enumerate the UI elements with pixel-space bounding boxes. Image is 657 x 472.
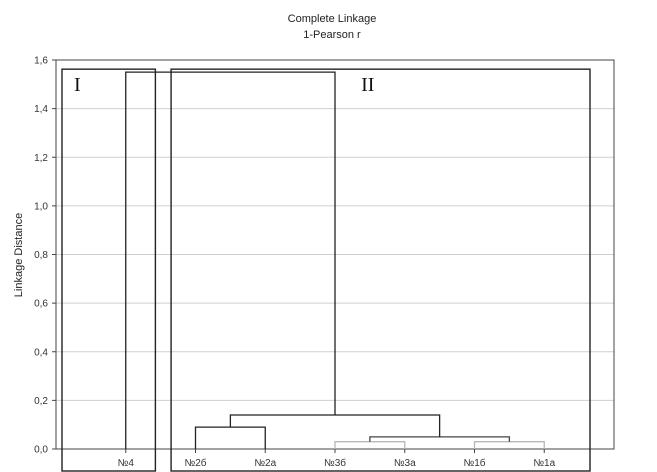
dendrogram-link — [229, 414, 441, 437]
y-tick-label: 1,2 — [34, 153, 48, 164]
y-tick-label: 1,4 — [34, 104, 48, 115]
leaf-label: №2б — [184, 457, 206, 469]
dendrogram-link — [473, 441, 545, 449]
cluster-label: I — [74, 74, 81, 96]
y-tick-label: 0,4 — [34, 347, 48, 358]
leaf-label: №4 — [118, 458, 135, 469]
y-tick-label: 0,6 — [34, 299, 48, 310]
leaf-label: №1б — [463, 457, 485, 469]
leaf-label: №2а — [254, 458, 276, 469]
cluster-label: II — [361, 74, 374, 96]
cluster-boxes: I II — [61, 68, 591, 472]
chart-subtitle: 1-Pearson r — [303, 29, 361, 41]
dendrogram-link — [369, 436, 511, 442]
dendrogram-link — [334, 441, 406, 449]
leaf-label: №1а — [533, 458, 555, 469]
dendrogram-link — [194, 426, 266, 449]
cluster-box — [170, 68, 591, 472]
leaf-label: №3а — [394, 458, 416, 469]
y-tick-label: 1,6 — [34, 56, 48, 67]
y-tick-label: 0,2 — [34, 396, 48, 407]
dendrogram-links — [125, 71, 545, 449]
y-tick-label: 1,0 — [34, 201, 48, 212]
dendrogram-link — [125, 71, 336, 449]
chart-title: Complete Linkage — [288, 13, 377, 25]
y-axis-label: Linkage Distance — [13, 213, 25, 297]
leaf-label: №3б — [324, 457, 346, 469]
cluster-box — [61, 68, 157, 472]
y-ticks: 0,0 0,2 0,4 0,6 0,8 1,0 1,2 1,4 1,6 — [34, 56, 56, 456]
y-tick-label: 0,8 — [34, 250, 48, 261]
leaf-labels: №4 №2б №2а №3б №3а №1б №1а — [118, 449, 556, 469]
y-tick-label: 0,0 — [34, 445, 48, 456]
